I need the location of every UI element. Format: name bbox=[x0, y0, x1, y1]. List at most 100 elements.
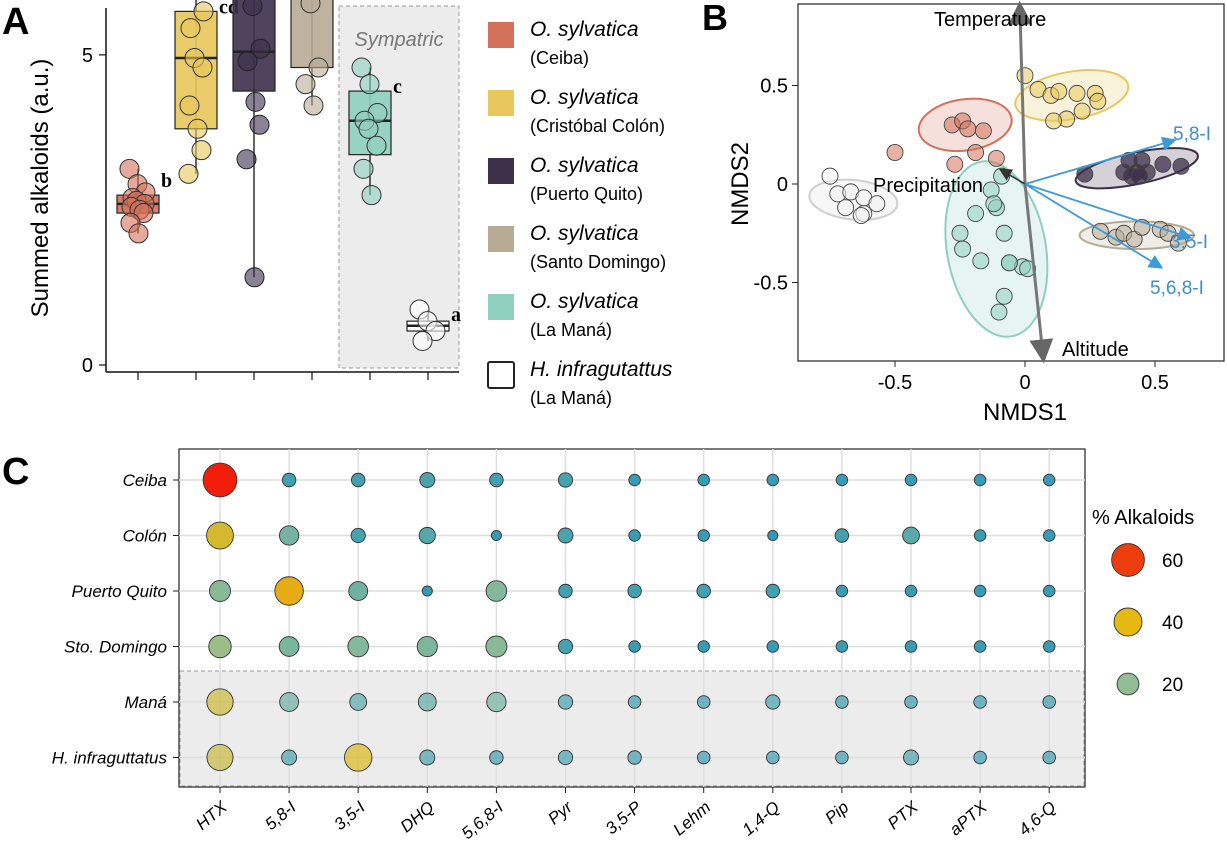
legend-species: H. infragutattus bbox=[530, 358, 673, 381]
env-vector bbox=[998, 168, 1026, 185]
bubble bbox=[697, 473, 710, 487]
significance-letter: a bbox=[451, 304, 461, 326]
ordination-point bbox=[1019, 260, 1037, 278]
x-tick-label: -0.5 bbox=[878, 372, 912, 394]
size-legend-bubble bbox=[1113, 607, 1143, 637]
data-point bbox=[242, 0, 263, 16]
column-label: 3,5-I bbox=[330, 797, 368, 834]
y-tick-label: 0.5 bbox=[760, 76, 788, 98]
size-legend-label: 60 bbox=[1162, 551, 1183, 572]
panel-label-c: C bbox=[2, 451, 29, 493]
sympatric-label: Sympatric bbox=[355, 29, 444, 51]
legend-site: (La Maná) bbox=[530, 320, 612, 340]
data-point bbox=[193, 1, 214, 22]
bubble bbox=[350, 527, 366, 544]
data-point bbox=[250, 38, 271, 59]
bubble bbox=[1042, 750, 1056, 765]
species-legend: O. sylvatica (Ceiba) O. sylvatica (Cristóba… bbox=[487, 18, 673, 408]
ordination-point bbox=[1089, 92, 1107, 110]
vector-label-temperature: Temperature bbox=[934, 9, 1046, 31]
y-tick-label: 0 bbox=[777, 174, 788, 196]
bubble bbox=[835, 750, 849, 765]
legend-swatch bbox=[487, 361, 515, 389]
bubble bbox=[973, 584, 987, 598]
ordination-point bbox=[821, 167, 839, 185]
bubble bbox=[1042, 529, 1056, 542]
column-label: HTX bbox=[192, 797, 231, 834]
x-axis-label: NMDS1 bbox=[983, 399, 1067, 426]
bubble bbox=[557, 749, 574, 766]
data-point bbox=[128, 223, 149, 244]
ordination-point bbox=[982, 181, 1000, 199]
bubble bbox=[766, 750, 780, 765]
data-point bbox=[237, 51, 258, 72]
bubble bbox=[489, 750, 504, 765]
bubble bbox=[418, 526, 436, 545]
bubble bbox=[557, 472, 574, 488]
legend-site: (Ceiba) bbox=[530, 48, 589, 68]
legend-species: O. sylvatica bbox=[530, 154, 639, 177]
bubble bbox=[973, 529, 987, 542]
data-point bbox=[178, 163, 199, 184]
ordination-point bbox=[1000, 254, 1018, 272]
ordination-point bbox=[852, 207, 870, 224]
compound-label: 3,5-I bbox=[1170, 232, 1208, 253]
bubble bbox=[1042, 473, 1056, 487]
data-point bbox=[245, 91, 266, 112]
bubble bbox=[696, 750, 711, 765]
data-point bbox=[366, 135, 387, 156]
bubble bbox=[904, 584, 918, 598]
ordination-point bbox=[886, 144, 904, 161]
legend-swatch bbox=[488, 158, 514, 184]
data-point bbox=[192, 57, 213, 78]
bubble bbox=[557, 527, 574, 544]
bubble bbox=[834, 528, 850, 543]
ordination-point bbox=[995, 287, 1013, 305]
y-axis-label: Summed alkaloids (a.u.) bbox=[27, 59, 54, 318]
legend-site: (Santo Domingo) bbox=[530, 252, 666, 272]
legend-swatch bbox=[488, 90, 514, 116]
panel-b-nmds: B -0.5 0 0.5 -0.5 0 0.5 NMDS1 NMDS2 Temperature Al… bbox=[702, 0, 1225, 426]
bubble bbox=[206, 521, 234, 550]
bubble bbox=[767, 529, 779, 542]
bubble bbox=[419, 749, 436, 766]
ordination-point bbox=[1016, 67, 1034, 85]
ordination-point bbox=[1172, 157, 1190, 175]
ordination-point bbox=[972, 252, 990, 270]
data-point bbox=[303, 95, 324, 116]
bubble bbox=[628, 640, 641, 653]
compound-vector bbox=[1024, 183, 1193, 241]
bubble bbox=[835, 695, 849, 709]
column-label: Pyr bbox=[544, 797, 577, 829]
ordination-point bbox=[985, 195, 1003, 213]
size-legend-title: % Alkaloids bbox=[1092, 507, 1194, 529]
column-label: 5,8-I bbox=[261, 797, 299, 834]
size-legend-label: 40 bbox=[1162, 613, 1183, 634]
significance-letter: b bbox=[161, 170, 172, 192]
data-point bbox=[249, 114, 270, 135]
bubble bbox=[281, 472, 297, 488]
env-vector bbox=[1023, 183, 1054, 364]
size-legend-bubble bbox=[1111, 543, 1145, 577]
bubble bbox=[281, 749, 298, 766]
ordination-point bbox=[974, 122, 992, 140]
bubble bbox=[973, 640, 987, 653]
panel-a-boxplot: ASympatric051015Summed alkaloids (a.u.)b… bbox=[2, 0, 461, 380]
ordination-point bbox=[1045, 112, 1063, 130]
bubble bbox=[416, 635, 438, 658]
bubble bbox=[765, 694, 781, 710]
bubble bbox=[904, 640, 918, 653]
ordination-point bbox=[868, 195, 886, 213]
ordination-point bbox=[967, 205, 985, 223]
bubble bbox=[628, 529, 641, 542]
legend-species: O. sylvatica bbox=[530, 290, 639, 313]
y-axis-label: NMDS2 bbox=[727, 142, 754, 226]
bubble bbox=[278, 525, 300, 546]
compound-vector bbox=[1024, 136, 1177, 185]
legend-swatch bbox=[488, 22, 514, 48]
bubble bbox=[1042, 695, 1056, 709]
bubble bbox=[417, 692, 437, 712]
bubble bbox=[348, 581, 369, 601]
size-legend-label: 20 bbox=[1162, 675, 1183, 696]
bubble bbox=[627, 583, 642, 599]
